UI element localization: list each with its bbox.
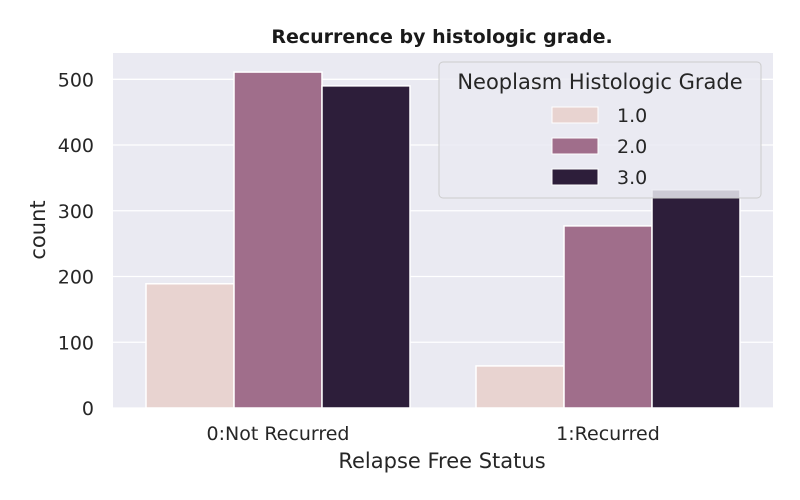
legend-label: 3.0 [617,167,647,189]
chart-title: Recurrence by histologic grade. [271,26,612,48]
y-tick-label: 300 [58,201,94,223]
bar [475,365,565,409]
y-axis-label: count [26,200,50,259]
y-axis-ticks: 0 100 200 300 400 500 [58,69,94,420]
x-tick-label: 0:Not Recurred [207,423,350,445]
legend-label: 2.0 [617,136,647,158]
legend: Neoplasm Histologic Grade 1.0 2.0 3.0 [438,61,762,199]
bars [145,71,741,409]
legend-swatch [551,168,599,186]
y-tick-label: 100 [58,332,94,354]
bar [651,188,741,409]
x-axis-label: Relapse Free Status [338,449,545,473]
bar [321,85,411,409]
y-tick-label: 500 [58,69,94,91]
legend-title: Neoplasm Histologic Grade [457,70,742,94]
x-tick-label: 1:Recurred [556,423,660,445]
y-tick-label: 200 [58,267,94,289]
legend-swatch [551,137,599,155]
legend-swatch [551,106,599,124]
bar [563,225,653,409]
legend-frame [438,61,762,199]
bar [233,71,323,409]
bar [145,283,235,409]
y-tick-label: 0 [82,398,94,420]
y-tick-label: 400 [58,135,94,157]
x-axis-ticks: 0:Not Recurred 1:Recurred [207,423,660,445]
legend-items: 1.0 2.0 3.0 [551,105,647,189]
legend-label: 1.0 [617,105,647,127]
